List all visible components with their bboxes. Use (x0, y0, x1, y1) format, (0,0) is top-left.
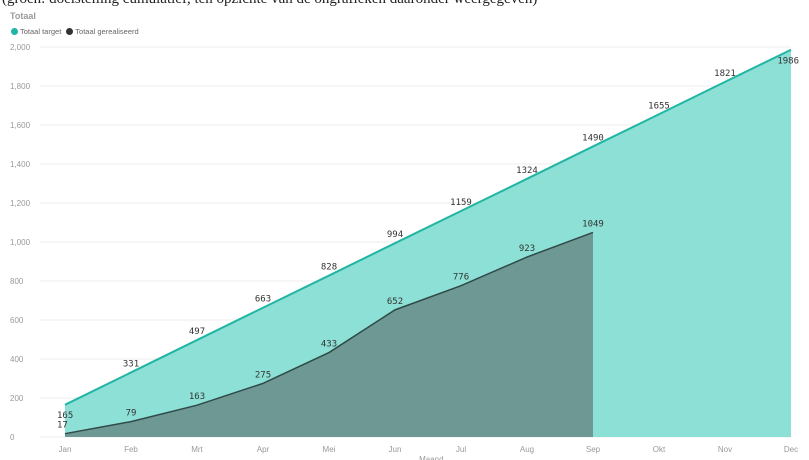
x-axis-title: Maand (419, 455, 443, 460)
data-label-realised: 17 (57, 421, 68, 431)
data-label-realised: 275 (255, 370, 271, 380)
circle-marker-icon (11, 28, 18, 35)
data-label-target: 1159 (450, 198, 472, 208)
data-label-target: 994 (387, 230, 403, 240)
x-tick-label: Jul (456, 445, 466, 454)
data-label-target: 331 (123, 359, 139, 369)
y-tick-label: 2,000 (10, 43, 31, 52)
caption-text: (groen: doelstelling cumulatief, ten opz… (2, 0, 537, 8)
data-label-realised: 923 (519, 244, 535, 254)
data-label-target: 1821 (714, 69, 736, 79)
x-tick-label: Jan (59, 445, 72, 454)
data-label-realised: 433 (321, 340, 337, 350)
x-tick-label: Sep (586, 445, 601, 454)
data-label-realised: 652 (387, 297, 403, 307)
x-tick-label: Feb (124, 445, 138, 454)
circle-marker-icon (66, 28, 74, 35)
data-label-target: 1324 (516, 166, 538, 176)
series-area-realised (65, 232, 593, 437)
data-label-target: 663 (255, 295, 271, 305)
data-label-realised: 776 (453, 273, 469, 283)
y-tick-label: 1,200 (10, 199, 31, 208)
y-tick-label: 200 (10, 394, 24, 403)
legend-label-realised: Totaal gerealiseerd (75, 27, 139, 36)
y-tick-label: 400 (10, 355, 24, 364)
x-tick-label: Apr (257, 445, 270, 454)
x-tick-label: Mei (323, 445, 336, 454)
data-label-target: 1986 (777, 57, 799, 67)
data-label-target: 165 (57, 411, 73, 421)
series-line-realised (64, 231, 594, 435)
series-line-target (64, 48, 792, 406)
x-tick-label: Nov (718, 445, 732, 454)
x-tick-label: Aug (520, 445, 534, 454)
data-label-target: 1490 (582, 133, 604, 143)
data-label-target: 497 (189, 327, 205, 337)
series-area-target (65, 49, 791, 437)
legend-label-target: Totaal target (20, 27, 62, 36)
y-tick-label: 1,000 (10, 238, 31, 247)
y-tick-label: 1,600 (10, 121, 31, 130)
y-tick-label: 600 (10, 316, 24, 325)
x-tick-label: Jun (389, 445, 402, 454)
y-tick-label: 0 (10, 433, 15, 442)
data-label-realised: 163 (189, 392, 205, 402)
x-tick-label: Dec (784, 445, 798, 454)
data-label-target: 1655 (648, 101, 670, 111)
y-tick-label: 1,800 (10, 82, 31, 91)
x-tick-label: Okt (653, 445, 666, 454)
data-label-realised: 1049 (582, 219, 604, 229)
data-label-realised: 79 (126, 409, 137, 419)
y-tick-label: 800 (10, 277, 24, 286)
legend: Totaal target Totaal gerealiseerd (11, 27, 139, 36)
legend-item-target[interactable]: Totaal target (11, 27, 61, 36)
y-tick-label: 1,400 (10, 160, 31, 169)
legend-item-realised[interactable]: Totaal gerealiseerd (66, 27, 139, 36)
data-label-target: 828 (321, 263, 337, 273)
x-tick-label: Mrt (191, 445, 203, 454)
visual-title: Totaal (10, 11, 36, 21)
